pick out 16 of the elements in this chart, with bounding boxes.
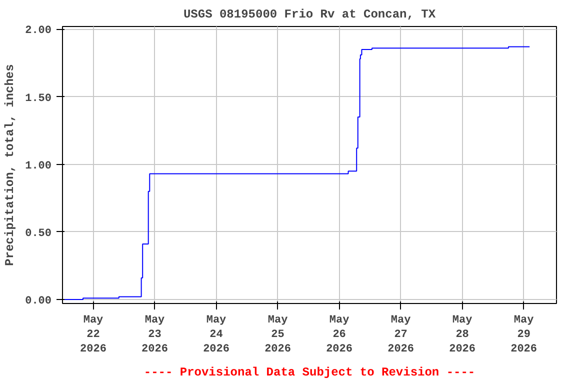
y-tick-label: 0.50	[25, 228, 52, 240]
y-tick-label: 1.50	[25, 92, 52, 105]
x-tick-label: May 25 2026	[264, 314, 291, 356]
x-tick-label: May 22 2026	[80, 314, 106, 356]
x-tick-label: May 28 2026	[449, 314, 476, 356]
text: ---- Provisional Data Subject to Revision ----	[144, 366, 476, 380]
x-tick-label: May 26 2026	[326, 314, 352, 356]
y-tick-label: 1.00	[25, 160, 52, 172]
y-axis-title: Precipitation, total, inches	[3, 64, 18, 266]
x-tick-label: May 23 2026	[142, 314, 168, 356]
x-tick-label: May 27 2026	[388, 314, 414, 356]
x-tick-label: May 29 2026	[510, 314, 538, 356]
x-tick-label: May 24 2026	[203, 314, 230, 356]
y-tick-label: 2.00	[25, 25, 52, 38]
y-tick-label: 0.00	[25, 295, 52, 308]
chart-title: USGS 08195000 Frio Rv at Concan, TX	[183, 8, 436, 22]
